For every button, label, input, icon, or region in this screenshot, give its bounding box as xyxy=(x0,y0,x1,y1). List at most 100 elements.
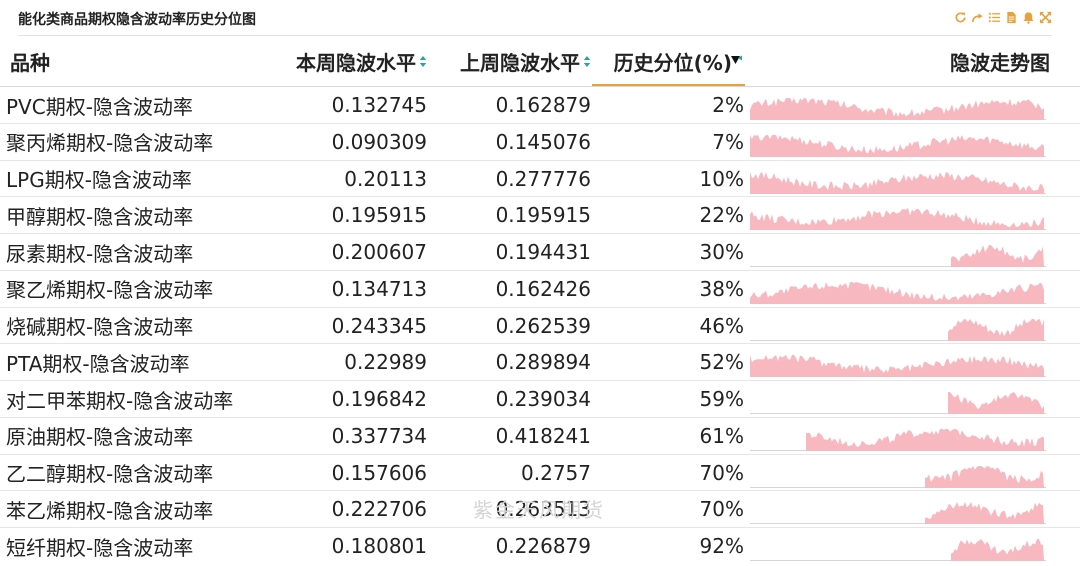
iv-sparkline xyxy=(750,171,1046,194)
variety-cell: 原油期权-隐含波动率 xyxy=(6,425,194,450)
sparkline-area xyxy=(750,281,1044,304)
table-row[interactable]: PTA期权-隐含波动率 0.22989 0.289894 52% xyxy=(0,343,1080,380)
table-row[interactable]: 烧碱期权-隐含波动率 0.243345 0.262539 46% xyxy=(0,306,1080,344)
list-icon[interactable] xyxy=(988,11,1001,24)
previous-iv-cell: 0.195915 xyxy=(495,203,591,228)
toolbar xyxy=(954,11,1052,24)
current-iv-cell: 0.243345 xyxy=(331,313,427,338)
percentile-cell: 30% xyxy=(699,240,744,264)
sparkline-area xyxy=(951,539,1044,561)
iv-sparkline xyxy=(750,355,1046,378)
percentile-cell: 38% xyxy=(699,276,744,301)
expand-icon[interactable] xyxy=(1039,11,1052,24)
document-icon[interactable] xyxy=(1005,11,1018,24)
panel-header: 能化类商品期权隐含波动率历史分位图 xyxy=(0,0,1080,34)
table-row[interactable]: 短纤期权-隐含波动率 0.180801 0.226879 92% xyxy=(0,527,1080,564)
variety-cell: 聚丙烯期权-隐含波动率 xyxy=(6,131,214,156)
sparkline-area xyxy=(925,465,1044,488)
column-label: 品种 xyxy=(10,50,50,75)
iv-sparkline xyxy=(750,281,1046,304)
sparkline-area xyxy=(948,392,1044,414)
sparkline-area xyxy=(750,171,1044,194)
previous-iv-cell: 0.418241 xyxy=(495,423,591,448)
column-label: 隐波走势图 xyxy=(950,50,1050,75)
table-row[interactable]: 乙二醇期权-隐含波动率 0.157606 0.2757 70% xyxy=(0,453,1080,491)
bell-icon[interactable] xyxy=(1022,11,1035,24)
sparkline-area xyxy=(750,355,1044,378)
column-header-trend: 隐波走势图 xyxy=(950,36,1050,86)
table-row[interactable]: 对二甲苯期权-隐含波动率 0.196842 0.239034 59% xyxy=(0,380,1080,417)
title-divider xyxy=(18,35,1052,36)
sparkline-area xyxy=(925,502,1044,525)
iv-sparkline xyxy=(750,392,1046,414)
table-row[interactable]: PVC期权-隐含波动率 0.132745 0.162879 2% xyxy=(0,86,1080,123)
percentile-cell: 61% xyxy=(699,423,744,448)
iv-sparkline xyxy=(750,208,1046,231)
variety-cell: 聚乙烯期权-隐含波动率 xyxy=(6,278,214,303)
sparkline-area xyxy=(948,318,1044,341)
column-header-variety: 品种 xyxy=(10,36,50,86)
table-row[interactable]: 聚丙烯期权-隐含波动率 0.090309 0.145076 7% xyxy=(0,122,1080,160)
column-header-current-iv[interactable]: 本周隐波水平 xyxy=(296,36,427,86)
variety-cell: 短纤期权-隐含波动率 xyxy=(6,535,194,560)
iv-sparkline xyxy=(750,98,1046,120)
share-icon[interactable] xyxy=(971,11,984,24)
panel-title: 能化类商品期权隐含波动率历史分位图 xyxy=(18,12,256,28)
variety-cell: 苯乙烯期权-隐含波动率 xyxy=(6,498,214,523)
column-header-previous-iv[interactable]: 上周隐波水平 xyxy=(460,36,591,86)
table-row[interactable]: 甲醇期权-隐含波动率 0.195915 0.195915 22% xyxy=(0,196,1080,233)
previous-iv-cell: 0.277776 xyxy=(495,166,591,191)
percentile-cell: 70% xyxy=(699,497,744,522)
percentile-cell: 2% xyxy=(712,93,744,117)
percentile-cell: 22% xyxy=(699,203,744,228)
percentile-cell: 92% xyxy=(699,534,744,558)
variety-cell: PVC期权-隐含波动率 xyxy=(6,94,193,119)
iv-sparkline xyxy=(750,465,1046,488)
sparkline-area xyxy=(750,208,1044,231)
sort-desc-icon[interactable] xyxy=(730,55,744,68)
percentile-cell: 52% xyxy=(699,350,744,375)
percentile-cell: 46% xyxy=(699,313,744,338)
variety-cell: LPG期权-隐含波动率 xyxy=(6,168,192,192)
current-iv-cell: 0.134713 xyxy=(331,276,427,301)
current-iv-cell: 0.157606 xyxy=(331,460,427,485)
current-iv-cell: 0.222706 xyxy=(331,497,427,522)
current-iv-cell: 0.337734 xyxy=(331,423,427,448)
table-body: PVC期权-隐含波动率 0.132745 0.162879 2% 聚丙烯期权-隐含波动率… xyxy=(0,86,1080,564)
current-iv-cell: 0.180801 xyxy=(331,534,427,558)
previous-iv-cell: 0.262539 xyxy=(495,313,591,338)
iv-sparkline xyxy=(750,539,1046,561)
percentile-cell: 10% xyxy=(699,166,744,191)
previous-iv-cell: 0.263513 xyxy=(495,497,591,522)
refresh-icon[interactable] xyxy=(954,11,967,24)
percentile-cell: 59% xyxy=(699,387,744,411)
column-header-percentile[interactable]: 历史分位(%) xyxy=(614,36,744,86)
table-row[interactable]: 尿素期权-隐含波动率 0.200607 0.194431 30% xyxy=(0,233,1080,270)
variety-cell: 乙二醇期权-隐含波动率 xyxy=(6,462,214,486)
table-row[interactable]: 原油期权-隐含波动率 0.337734 0.418241 61% xyxy=(0,416,1080,454)
variety-cell: 对二甲苯期权-隐含波动率 xyxy=(6,388,234,413)
current-iv-cell: 0.090309 xyxy=(331,129,427,154)
sparkline-area xyxy=(750,134,1044,157)
table-row[interactable]: 苯乙烯期权-隐含波动率 0.222706 0.263513 70% xyxy=(0,490,1080,527)
iv-sparkline xyxy=(750,134,1046,157)
sorted-column-indicator xyxy=(592,84,745,87)
sparkline-area xyxy=(750,98,1044,120)
sparkline-area xyxy=(951,245,1044,267)
current-iv-cell: 0.200607 xyxy=(331,240,427,264)
iv-sparkline xyxy=(750,318,1046,341)
iv-sparkline xyxy=(750,428,1046,451)
current-iv-cell: 0.22989 xyxy=(344,350,427,375)
column-label: 本周隐波水平 xyxy=(296,50,416,75)
current-iv-cell: 0.132745 xyxy=(331,93,427,117)
current-iv-cell: 0.20113 xyxy=(344,166,427,191)
sort-icon[interactable] xyxy=(419,55,427,68)
variety-cell: PTA期权-隐含波动率 xyxy=(6,351,190,376)
iv-sparkline xyxy=(750,245,1046,267)
variety-cell: 尿素期权-隐含波动率 xyxy=(6,241,194,266)
table-row[interactable]: LPG期权-隐含波动率 0.20113 0.277776 10% xyxy=(0,159,1080,197)
sort-icon[interactable] xyxy=(583,55,591,68)
sparkline-area xyxy=(806,428,1044,451)
table-row[interactable]: 聚乙烯期权-隐含波动率 0.134713 0.162426 38% xyxy=(0,269,1080,307)
percentile-cell: 70% xyxy=(699,460,744,485)
